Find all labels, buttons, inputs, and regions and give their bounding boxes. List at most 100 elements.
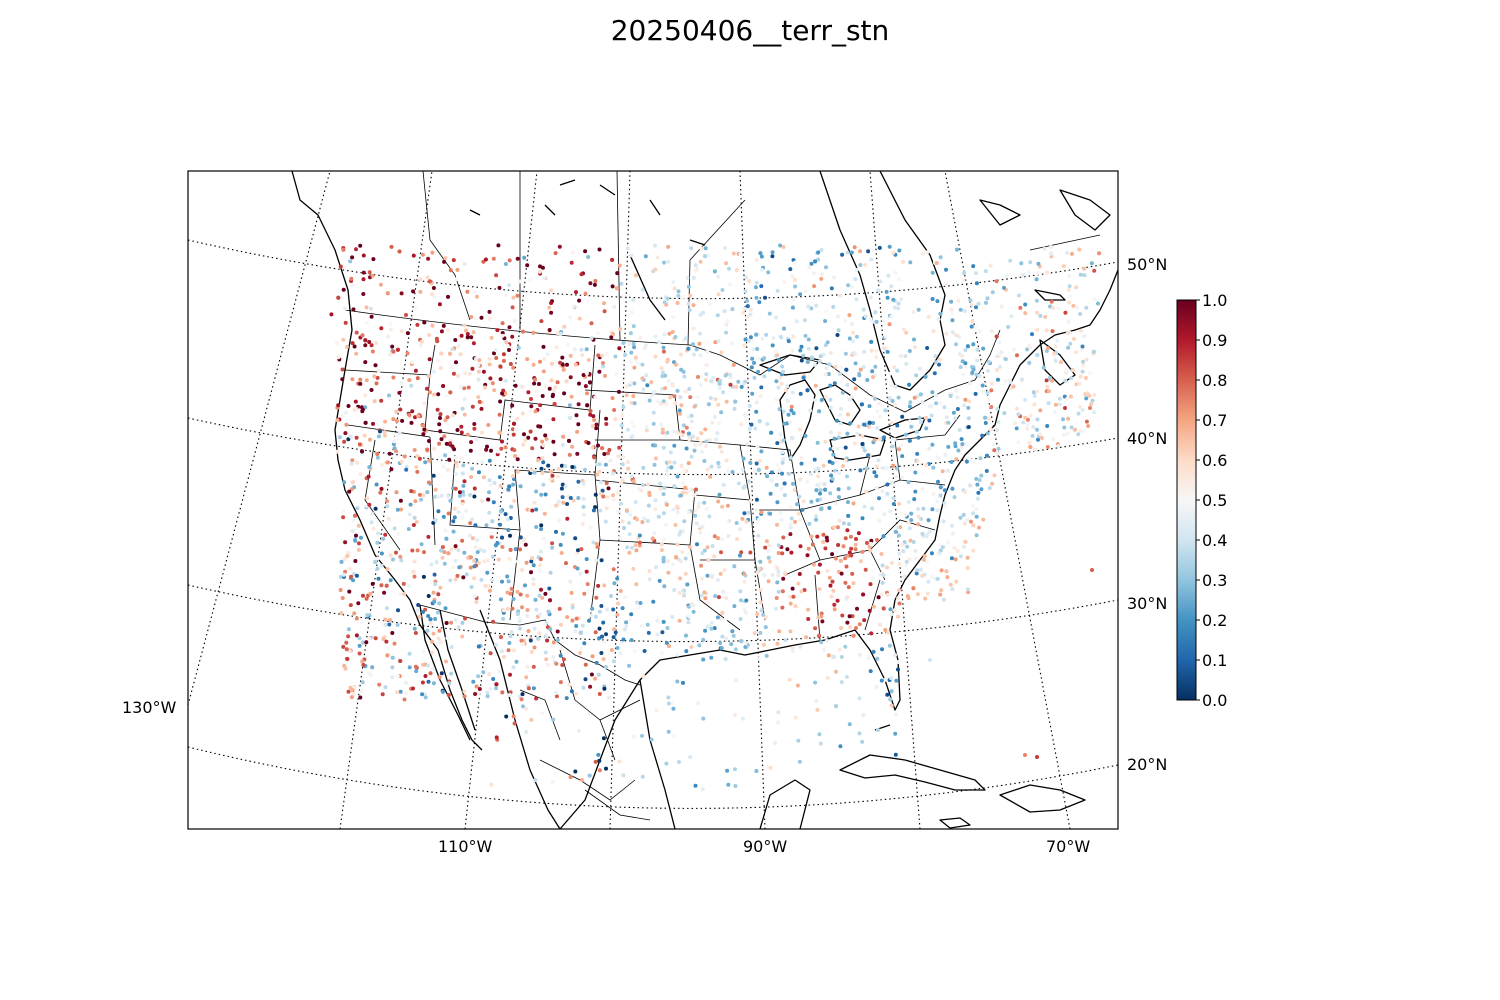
station-dot [962,521,967,526]
station-dot [574,691,579,696]
station-dot [850,614,855,619]
station-dot [602,640,606,645]
station-dot [596,443,600,448]
canada-islands [469,179,1111,386]
station-dot [632,401,637,406]
station-dot [506,648,511,653]
station-dot [707,302,712,307]
station-dot [544,437,549,441]
station-dot [601,494,606,499]
station-dot [453,455,458,460]
station-dot [534,525,539,529]
station-dot [662,300,667,305]
station-dot [589,321,594,326]
station-dot [500,535,504,540]
station-dot [948,582,953,587]
station-dot [723,616,728,621]
station-dot [539,319,544,324]
station-dot [781,245,786,249]
station-dot [749,422,754,427]
station-dot [677,408,682,413]
station-dot [658,486,663,491]
station-dot [798,544,803,549]
station-dot [679,463,684,468]
station-dot [621,294,626,299]
station-dot [794,319,799,324]
station-dot [819,276,824,281]
station-dot [827,575,832,580]
station-dot [556,474,560,479]
station-dot [491,619,496,624]
station-dot [882,512,887,517]
station-dot [609,335,614,340]
station-dot [1067,300,1072,305]
station-dot [855,606,859,611]
station-dot [541,344,546,349]
station-dot [340,377,345,382]
station-dot [746,510,751,515]
station-dot [883,346,887,351]
station-dot [981,389,986,394]
station-dot [531,686,536,691]
station-dot [619,423,624,428]
station-dot [476,369,481,374]
station-dot [594,614,598,619]
station-dot [680,296,685,301]
station-dot [441,464,446,469]
station-dot [626,466,631,471]
station-dot [698,312,703,317]
station-dot [873,396,877,401]
station-dot [411,523,416,527]
station-dot [694,347,699,352]
station-dot [796,511,801,516]
station-dot [858,249,863,254]
station-dot [674,362,678,367]
station-dot [375,556,380,561]
station-dot [523,438,528,443]
station-dot [995,451,1000,456]
station-dot [725,503,730,508]
station-dot [660,430,665,435]
station-dot [798,644,803,649]
station-dot [405,331,410,336]
station-dot [1044,328,1049,333]
station-dot [806,617,811,621]
station-dot [468,448,473,453]
station-dot [1092,410,1097,415]
station-dot [604,351,609,356]
station-dot [958,554,963,559]
station-dot [402,454,407,459]
station-dot [396,532,401,536]
station-dot [657,578,662,583]
station-dot [693,263,698,268]
station-dot [890,399,895,403]
station-dot [1074,382,1079,387]
station-dot [666,465,671,470]
station-dot [503,512,508,517]
station-dot [665,430,670,435]
station-dot [776,573,781,578]
station-dot [439,671,444,676]
station-dot [758,394,763,399]
station-dot [576,402,581,407]
station-dot [359,535,363,540]
station-dot [666,695,671,700]
station-dot [427,357,432,362]
station-dot [415,469,420,474]
station-dot [620,606,625,611]
station-dot [515,559,520,564]
station-dot [664,502,669,507]
station-dot [862,448,867,453]
station-dot [876,458,881,463]
station-dot [754,497,759,502]
station-dot [691,434,695,439]
station-dot [1049,245,1053,250]
station-dot [688,395,693,400]
station-dot [565,516,570,521]
station-dot [874,355,879,360]
station-dot [915,592,920,597]
station-dot [897,248,902,253]
station-dot [940,469,945,474]
station-dot [705,467,710,472]
station-dot [345,656,350,661]
